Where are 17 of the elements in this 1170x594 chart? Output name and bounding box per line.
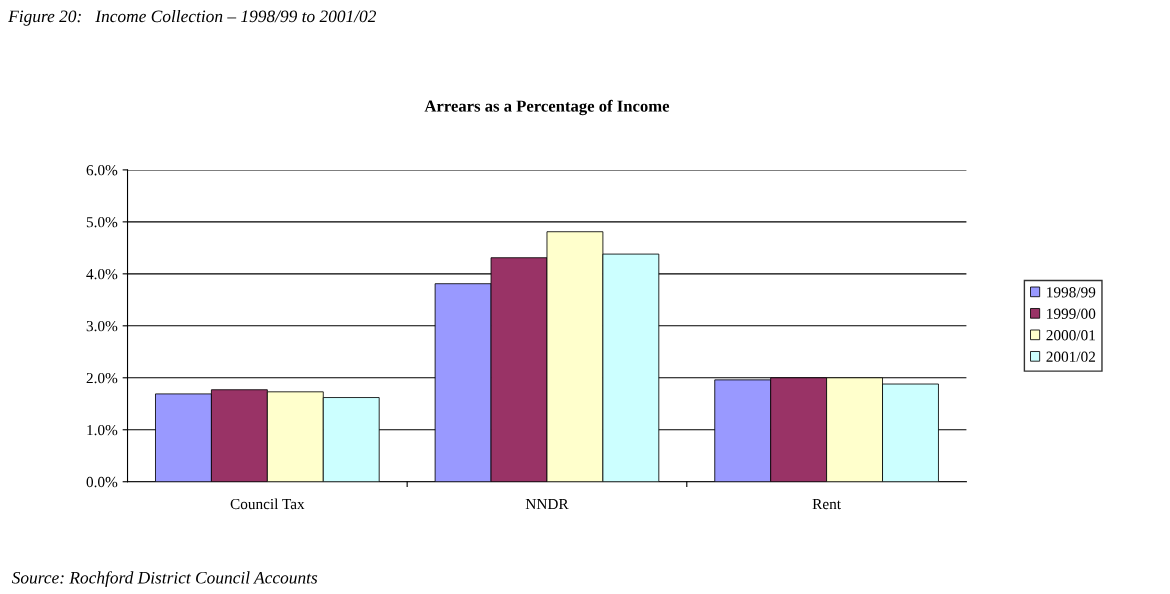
x-tick-label: Rent — [812, 499, 841, 510]
legend-label: 2000/01 — [1046, 330, 1095, 341]
y-tick-label: 4.0% — [86, 268, 118, 280]
chart-title: Arrears as a Percentage of Income — [424, 99, 670, 116]
legend-label: 1998/99 — [1047, 287, 1096, 298]
y-tick-label: 5.0% — [86, 217, 118, 228]
y-tick-label: 1.0% — [87, 424, 118, 436]
source-note: Source: Rochford District Council Accounts — [11, 571, 318, 588]
caption: Figure 20: Income Collection – 1998/99 to 2001/02 — [8, 9, 377, 26]
y-tick-label: 3.0% — [86, 320, 118, 332]
y-tick-label: 6.0% — [86, 165, 118, 176]
legend-label: 2001/02 — [1046, 351, 1096, 362]
legend-label: 1999/00 — [1047, 308, 1096, 319]
y-tick-label: 2.0% — [86, 372, 118, 384]
y-tick-label: 0.0% — [86, 476, 118, 488]
x-tick-label: Council Tax — [230, 498, 305, 510]
x-tick-label: NNDR — [525, 499, 569, 510]
